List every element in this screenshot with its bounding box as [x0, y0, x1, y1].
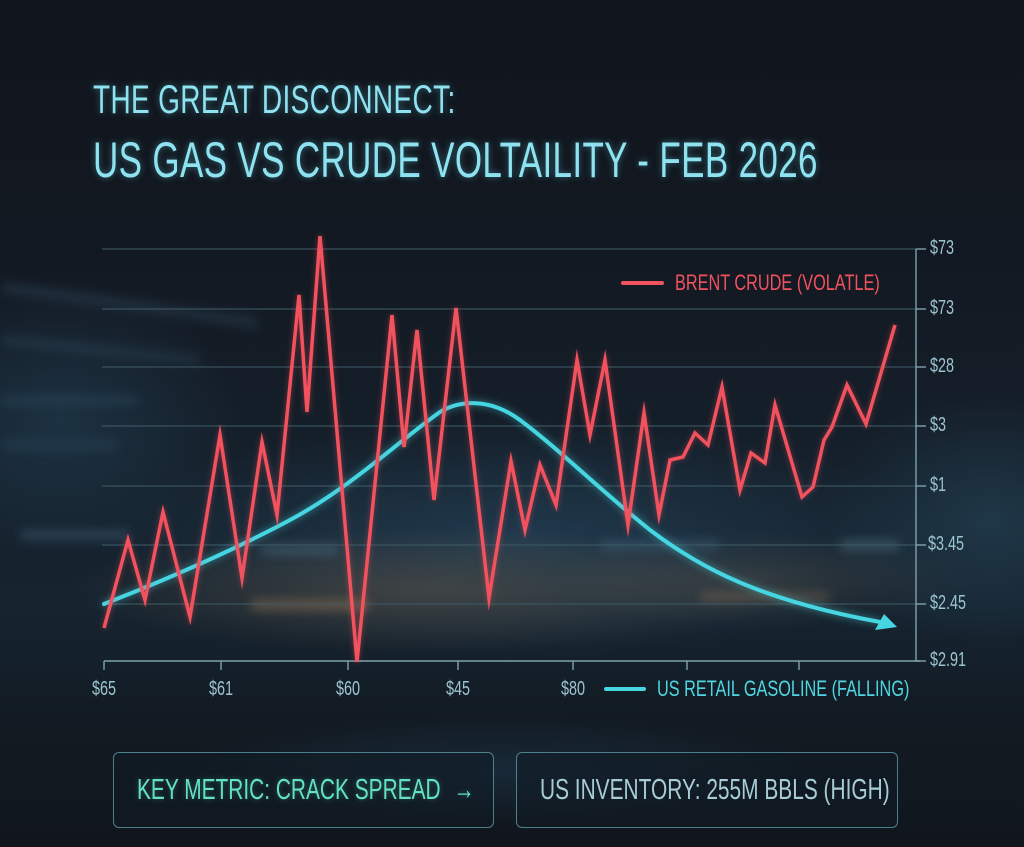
- y-tick-label: $2.45: [930, 592, 967, 614]
- y-tick-label: $73: [930, 297, 955, 319]
- y-tick-label: $28: [930, 355, 955, 377]
- gridlines: [102, 248, 916, 605]
- brent-legend-swatch: [621, 281, 664, 285]
- brent-legend-label: BRENT CRUDE (VOLATLE): [675, 270, 880, 295]
- legend-item-gasoline: US RETAIL GASOLINE (FALLING): [604, 676, 998, 702]
- gasoline-series-line: [102, 401, 882, 624]
- legend-item-brent: BRENT CRUDE (VOLATLE): [621, 270, 952, 296]
- x-tick-label: $61: [208, 678, 234, 700]
- y-tick-label: $73: [930, 237, 955, 259]
- x-tick-label: $80: [560, 678, 586, 700]
- inventory-info-box: US INVENTORY: 255M BBLS (HIGH): [516, 752, 898, 828]
- chart-title-line1: THE GREAT DISCONNECT:: [93, 78, 456, 122]
- x-tick-label: $60: [335, 678, 361, 700]
- key-metric-button[interactable]: KEY METRIC: CRACK SPREAD →: [113, 752, 494, 828]
- key-metric-label: KEY METRIC: CRACK SPREAD: [137, 773, 441, 806]
- y-tick-label: $3: [930, 414, 947, 436]
- arrow-right-icon: →: [453, 773, 475, 806]
- x-tick-label: $45: [445, 678, 471, 700]
- gasoline-legend-label: US RETAIL GASOLINE (FALLING): [657, 676, 910, 701]
- y-tick-label: $3.45: [928, 533, 965, 555]
- y-tick-label: $2.91: [930, 649, 967, 671]
- right-y-axis: [915, 248, 926, 662]
- inventory-label: US INVENTORY: 255M BBLS (HIGH): [540, 773, 890, 806]
- key-metric-text: KEY METRIC: CRACK SPREAD →: [137, 774, 474, 807]
- x-axis: [103, 660, 920, 670]
- x-tick-label: $65: [91, 678, 117, 700]
- brent-series-line: [102, 235, 897, 663]
- y-tick-label: $1: [930, 474, 947, 496]
- chart-title-line2: US GAS VS CRUDE VOLTAILITY - FEB 2026: [93, 132, 818, 188]
- gasoline-legend-swatch: [604, 687, 646, 691]
- gasoline-arrowhead-icon: [875, 614, 897, 630]
